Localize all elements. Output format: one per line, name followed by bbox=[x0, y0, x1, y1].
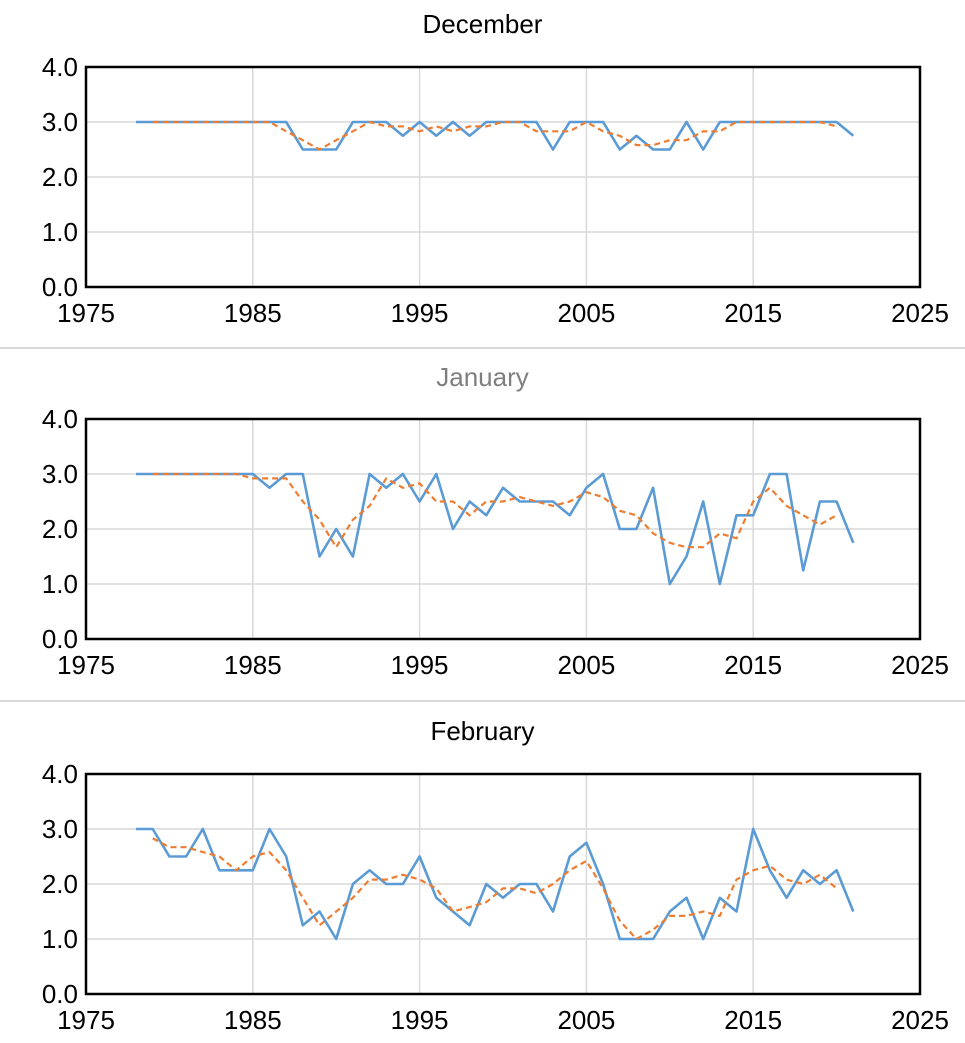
panel-separator bbox=[0, 347, 965, 349]
x-tick-label: 1975 bbox=[57, 650, 115, 680]
x-tick-label: 2005 bbox=[557, 298, 615, 328]
y-tick-label: 0.0 bbox=[42, 624, 78, 654]
chart-february: 0.0 1.0 2.0 3.0 4.0 1975 1985 1995 2005 2015 2025 bbox=[42, 759, 949, 1035]
x-tick-label: 2025 bbox=[891, 650, 949, 680]
x-tick-label: 1995 bbox=[391, 298, 449, 328]
y-tick-label: 3.0 bbox=[42, 107, 78, 137]
y-tick-label: 0.0 bbox=[42, 272, 78, 302]
x-tick-label: 1975 bbox=[57, 1005, 115, 1035]
chart-january: 0.0 1.0 2.0 3.0 4.0 1975 1985 1995 2005 2015 2025 bbox=[42, 404, 949, 680]
x-tick-label: 1995 bbox=[391, 1005, 449, 1035]
x-tick-label: 1975 bbox=[57, 298, 115, 328]
chart-title-january: January bbox=[436, 362, 529, 392]
y-tick-label: 1.0 bbox=[42, 924, 78, 954]
x-tick-label: 2015 bbox=[724, 1005, 782, 1035]
y-tick-label: 1.0 bbox=[42, 569, 78, 599]
x-tick-label: 1995 bbox=[391, 650, 449, 680]
x-tick-label: 1985 bbox=[224, 1005, 282, 1035]
x-tick-label: 1985 bbox=[224, 298, 282, 328]
plot-frame bbox=[84, 772, 922, 996]
chart-title-february: February bbox=[430, 716, 535, 746]
y-tick-label: 4.0 bbox=[42, 404, 78, 434]
chart-panel-february: February 0.0 1.0 2.0 3.0 4.0 1975 1985 1995 2005… bbox=[0, 702, 965, 1043]
x-tick-label: 2005 bbox=[557, 650, 615, 680]
chart-panel-december: December 0.0 1.0 2.0 3.0 4.0 1975 1985 1995 2005… bbox=[0, 0, 965, 347]
series-line-solid bbox=[136, 120, 855, 151]
y-tick-label: 3.0 bbox=[42, 459, 78, 489]
series-line-solid bbox=[136, 827, 855, 941]
plot-frame bbox=[84, 417, 922, 641]
chart-title-december: December bbox=[422, 9, 543, 39]
x-tick-label: 2005 bbox=[557, 1005, 615, 1035]
y-tick-label: 0.0 bbox=[42, 979, 78, 1009]
x-tick-label: 2015 bbox=[724, 298, 782, 328]
y-tick-label: 2.0 bbox=[42, 514, 78, 544]
series-line-dashed bbox=[152, 472, 838, 549]
y-tick-label: 2.0 bbox=[42, 869, 78, 899]
series-line-dashed bbox=[152, 837, 838, 941]
panel-separator bbox=[0, 700, 965, 702]
x-tick-label: 1985 bbox=[224, 650, 282, 680]
y-tick-label: 4.0 bbox=[42, 759, 78, 789]
x-tick-label: 2025 bbox=[891, 298, 949, 328]
chart-panel-january: January 0.0 1.0 2.0 3.0 4.0 1975 1985 1995 2005 2… bbox=[0, 349, 965, 699]
y-tick-label: 2.0 bbox=[42, 162, 78, 192]
y-tick-label: 4.0 bbox=[42, 52, 78, 82]
x-tick-label: 2025 bbox=[891, 1005, 949, 1035]
plot-frame bbox=[84, 65, 922, 289]
series-line-dashed bbox=[152, 120, 837, 151]
chart-december: 0.0 1.0 2.0 3.0 4.0 1975 1985 1995 2005 2015 2025 bbox=[42, 52, 949, 328]
x-tick-label: 2015 bbox=[724, 650, 782, 680]
y-tick-label: 3.0 bbox=[42, 814, 78, 844]
y-tick-label: 1.0 bbox=[42, 217, 78, 247]
